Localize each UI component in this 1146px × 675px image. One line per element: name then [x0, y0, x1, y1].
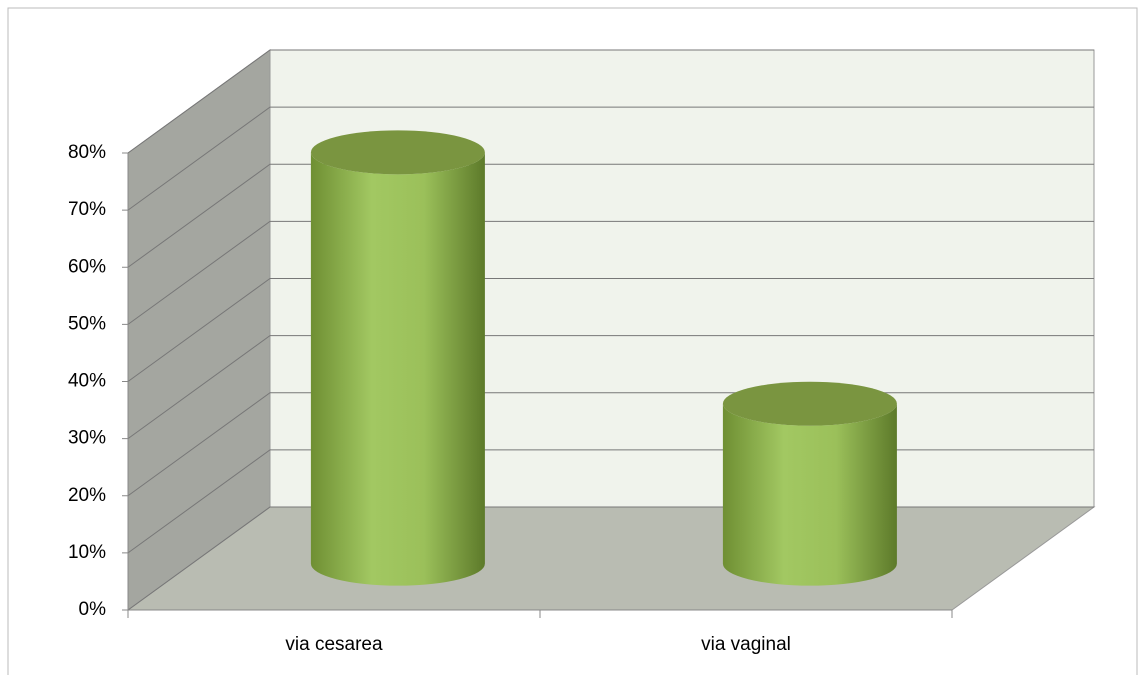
y-tick-label: 10% [68, 542, 106, 563]
y-tick-label: 80% [68, 142, 106, 163]
grid-line [127, 163, 1094, 268]
y-tick-label: 30% [68, 428, 106, 449]
y-tick-label: 50% [68, 313, 106, 334]
chart-border [7, 7, 1138, 675]
y-tick-label: 20% [68, 485, 106, 506]
bar [310, 152, 485, 586]
y-tick-label: 0% [79, 599, 107, 620]
grid-line [127, 106, 1094, 211]
floor [126, 506, 1096, 611]
bar-top [722, 381, 897, 426]
bar-top [310, 130, 485, 175]
x-tick-label: via vaginal [701, 634, 791, 655]
y-tick-label: 70% [68, 199, 106, 220]
bar [722, 403, 897, 586]
x-tick-label: via cesarea [285, 634, 383, 655]
y-tick-label: 40% [68, 371, 106, 392]
grid-line [127, 278, 1094, 382]
grid-line [127, 220, 1094, 325]
grid-line [127, 335, 1094, 440]
y-tick-label: 60% [68, 256, 106, 277]
grid-line [127, 49, 1094, 154]
